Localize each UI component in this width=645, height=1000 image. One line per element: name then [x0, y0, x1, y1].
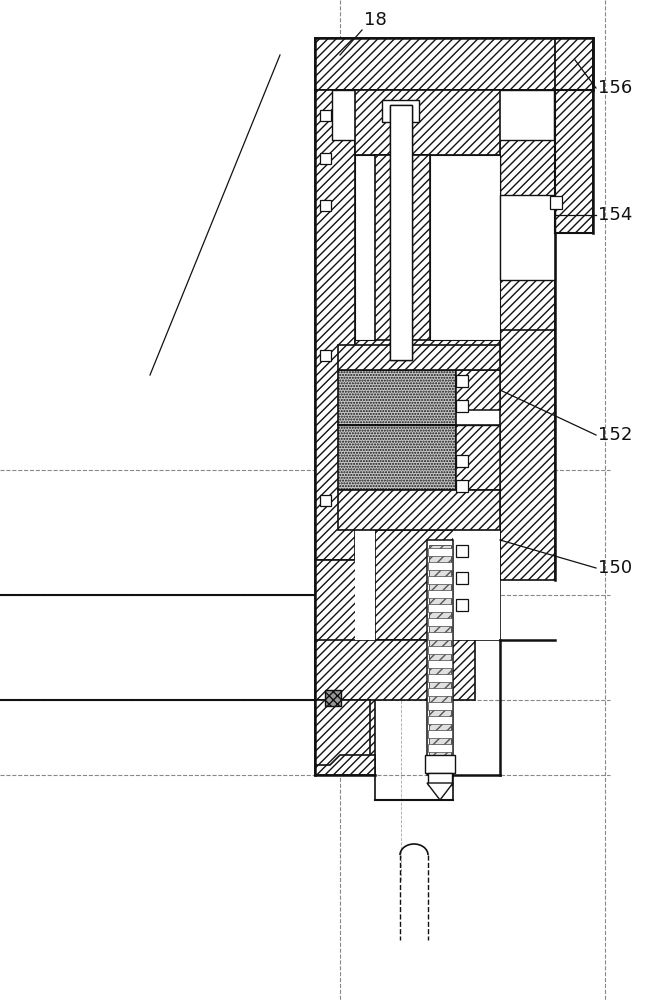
Bar	[427, 540, 453, 775]
Bar	[428, 646, 452, 654]
Bar	[355, 530, 375, 640]
Bar	[315, 38, 590, 90]
Polygon shape	[427, 783, 453, 800]
Bar	[320, 153, 331, 164]
Bar	[456, 455, 468, 467]
Text: 150: 150	[598, 559, 632, 577]
Bar	[428, 744, 452, 752]
Bar	[338, 425, 456, 490]
Bar	[338, 370, 456, 425]
Bar	[428, 632, 452, 640]
Bar	[428, 773, 452, 785]
Bar	[320, 200, 331, 211]
Bar	[375, 155, 430, 340]
Bar	[355, 155, 500, 340]
Bar	[555, 38, 593, 233]
Bar	[456, 599, 468, 611]
Bar	[428, 702, 452, 710]
Bar	[382, 100, 419, 122]
Bar	[390, 105, 412, 360]
Bar	[428, 576, 452, 584]
Bar	[456, 545, 468, 557]
Text: 152: 152	[598, 426, 632, 444]
Bar	[338, 345, 500, 370]
Bar	[456, 572, 468, 584]
Bar	[375, 155, 430, 340]
Bar	[429, 545, 451, 770]
Bar	[390, 105, 412, 360]
Bar	[428, 716, 452, 724]
Bar	[428, 604, 452, 612]
Bar	[428, 674, 452, 682]
Bar	[320, 110, 331, 121]
Bar	[456, 400, 468, 412]
Bar	[338, 490, 500, 530]
Bar	[428, 548, 452, 556]
Bar	[355, 155, 375, 340]
Bar	[428, 688, 452, 696]
Bar	[325, 690, 341, 706]
Bar	[428, 730, 452, 738]
Bar	[456, 425, 500, 490]
Bar	[456, 480, 468, 492]
Bar	[355, 338, 500, 370]
Text: 156: 156	[598, 79, 632, 97]
Bar	[453, 530, 500, 640]
Bar	[428, 562, 452, 570]
Text: 18: 18	[364, 11, 386, 29]
Bar	[428, 660, 452, 668]
Bar	[456, 370, 500, 410]
Text: 154: 154	[598, 206, 632, 224]
Bar	[315, 700, 370, 775]
Bar	[320, 495, 331, 506]
Bar	[332, 90, 554, 140]
Bar	[428, 618, 452, 626]
Bar	[320, 350, 331, 361]
Bar	[500, 280, 555, 330]
Bar	[456, 375, 468, 387]
Bar	[315, 560, 375, 775]
Bar	[500, 90, 555, 580]
Bar	[428, 590, 452, 598]
Bar	[355, 90, 500, 155]
Bar	[315, 90, 355, 560]
Bar	[375, 530, 500, 640]
Bar	[425, 755, 455, 773]
Bar	[550, 196, 562, 209]
Bar	[430, 155, 500, 340]
Bar	[500, 195, 555, 280]
Bar	[315, 640, 475, 700]
Polygon shape	[315, 755, 375, 775]
